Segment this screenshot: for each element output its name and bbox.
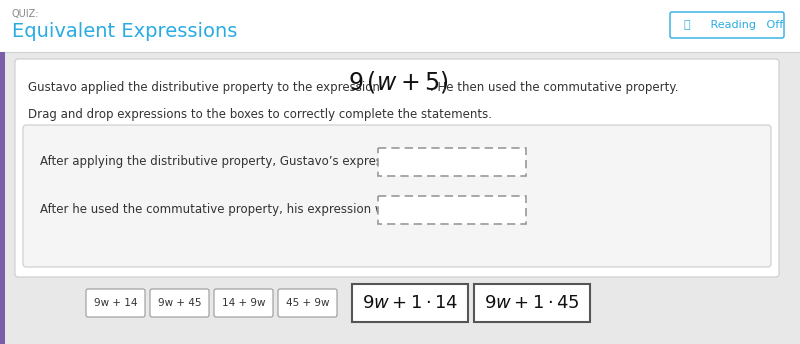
FancyBboxPatch shape xyxy=(23,125,771,267)
Text: $9\,(w+5)$: $9\,(w+5)$ xyxy=(348,69,449,95)
Text: 45 + 9w: 45 + 9w xyxy=(286,298,330,308)
Text: Reading   Off: Reading Off xyxy=(707,20,783,30)
Text: Gustavo applied the distributive property to the expression: Gustavo applied the distributive propert… xyxy=(28,82,384,95)
Text: Drag and drop expressions to the boxes to correctly complete the statements.: Drag and drop expressions to the boxes t… xyxy=(28,108,492,121)
Text: QUIZ:: QUIZ: xyxy=(12,9,39,19)
FancyBboxPatch shape xyxy=(214,289,273,317)
Text: $9w + 1 \cdot 14$: $9w + 1 \cdot 14$ xyxy=(362,294,458,312)
Text: 9w + 14: 9w + 14 xyxy=(94,298,138,308)
FancyBboxPatch shape xyxy=(670,12,784,38)
Text: After he used the commutative property, his expression was: After he used the commutative property, … xyxy=(40,204,398,216)
Text: 14 + 9w: 14 + 9w xyxy=(222,298,266,308)
FancyBboxPatch shape xyxy=(0,52,5,344)
FancyBboxPatch shape xyxy=(86,289,145,317)
FancyBboxPatch shape xyxy=(18,278,776,330)
FancyBboxPatch shape xyxy=(150,289,209,317)
FancyBboxPatch shape xyxy=(378,148,526,176)
Text: Equivalent Expressions: Equivalent Expressions xyxy=(12,22,238,41)
FancyBboxPatch shape xyxy=(352,284,468,322)
Text: . He then used the commutative property.: . He then used the commutative property. xyxy=(430,82,678,95)
Text: $9w + 1 \cdot 45$: $9w + 1 \cdot 45$ xyxy=(484,294,580,312)
FancyBboxPatch shape xyxy=(474,284,590,322)
Text: 🎧: 🎧 xyxy=(684,20,690,30)
Text: 9w + 45: 9w + 45 xyxy=(158,298,202,308)
Text: After applying the distributive property, Gustavo’s expression was: After applying the distributive property… xyxy=(40,155,433,169)
FancyBboxPatch shape xyxy=(278,289,337,317)
FancyBboxPatch shape xyxy=(0,0,800,52)
FancyBboxPatch shape xyxy=(15,59,779,277)
FancyBboxPatch shape xyxy=(378,196,526,224)
